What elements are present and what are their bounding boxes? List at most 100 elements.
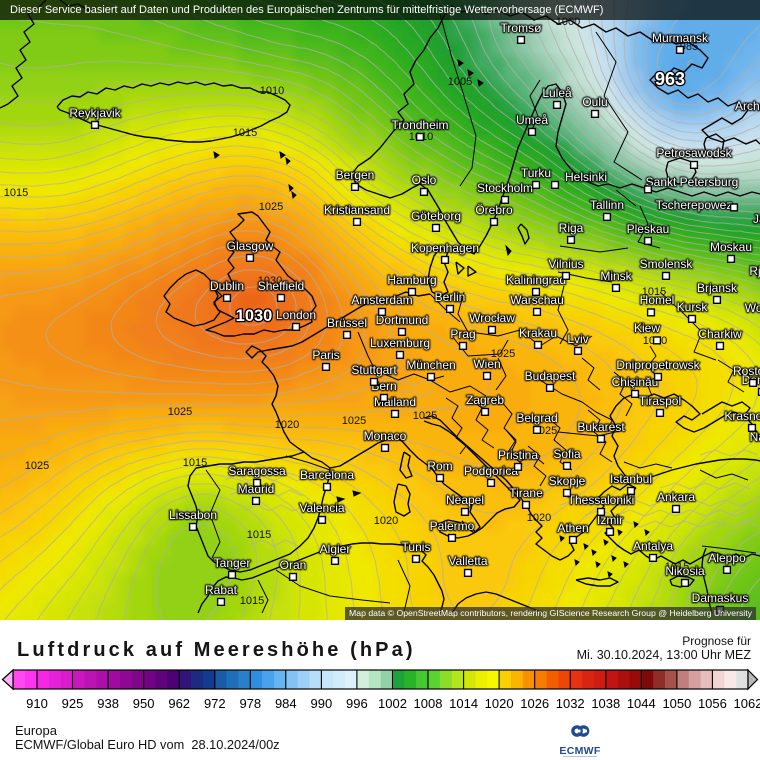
svg-text:Umeå: Umeå (516, 113, 548, 127)
svg-text:1015: 1015 (4, 187, 28, 199)
svg-text:Brjansk: Brjansk (697, 281, 738, 295)
svg-text:Valletta: Valletta (448, 554, 487, 568)
svg-text:Neapel: Neapel (446, 493, 484, 507)
svg-text:1025: 1025 (413, 410, 437, 422)
svg-text:Zagreb: Zagreb (466, 393, 504, 407)
svg-text:1015: 1015 (247, 529, 271, 541)
svg-text:Minsk: Minsk (600, 269, 632, 283)
svg-text:Luleå: Luleå (542, 86, 572, 100)
svg-text:Thessaloniki: Thessaloniki (568, 493, 635, 507)
svg-text:Tanger: Tanger (214, 556, 251, 570)
svg-text:Woronesch: Woronesch (745, 301, 760, 315)
svg-text:Helsinki: Helsinki (565, 170, 607, 184)
svg-text:Damaskus: Damaskus (692, 591, 749, 605)
svg-text:Lviv: Lviv (567, 332, 588, 346)
svg-text:984: 984 (275, 696, 297, 711)
svg-text:Antalya: Antalya (633, 539, 673, 553)
svg-text:Podgorica: Podgorica (464, 464, 518, 478)
svg-text:Smolensk: Smolensk (640, 257, 694, 271)
svg-text:Dnipropetrowsk: Dnipropetrowsk (616, 358, 700, 372)
svg-text:Algier: Algier (320, 542, 351, 556)
svg-text:Pristina: Pristina (498, 448, 538, 462)
svg-text:Sheffield: Sheffield (258, 279, 304, 293)
svg-text:Krasnodar: Krasnodar (724, 409, 760, 423)
svg-text:Rostow: Rostow (733, 364, 760, 378)
svg-text:Tallinn: Tallinn (590, 198, 624, 212)
svg-text:Wrocław: Wrocław (469, 311, 515, 325)
svg-text:1014: 1014 (449, 696, 478, 711)
svg-text:1015: 1015 (240, 595, 264, 607)
svg-text:Petrosawodsk: Petrosawodsk (656, 146, 732, 160)
svg-text:Reykjavik: Reykjavik (69, 106, 121, 120)
svg-text:Brüssel: Brüssel (327, 316, 367, 330)
svg-text:Rostow: Rostow (733, 364, 760, 378)
svg-text:Dortmund: Dortmund (376, 313, 429, 327)
svg-text:Göteborg: Göteborg (411, 209, 461, 223)
svg-text:Belgrad: Belgrad (516, 411, 557, 425)
svg-text:Antalya: Antalya (633, 539, 673, 553)
svg-text:972: 972 (204, 696, 226, 711)
svg-text:Stuttgart: Stuttgart (351, 363, 397, 377)
svg-text:Kiew: Kiew (634, 321, 660, 335)
svg-text:1020: 1020 (485, 696, 514, 711)
svg-text:London: London (276, 308, 316, 322)
svg-text:Kursk: Kursk (677, 300, 709, 314)
svg-text:Lviv: Lviv (567, 332, 588, 346)
svg-text:Örebro: Örebro (475, 203, 513, 217)
svg-text:950: 950 (133, 696, 155, 711)
svg-text:Palermo: Palermo (430, 519, 475, 533)
svg-text:Rabat: Rabat (205, 583, 238, 597)
svg-text:Tunis: Tunis (402, 540, 431, 554)
svg-text:Skopje: Skopje (549, 474, 586, 488)
svg-text:1030: 1030 (236, 307, 273, 325)
svg-text:Valencia: Valencia (299, 501, 344, 515)
svg-text:Jaroslawl: Jaroslawl (753, 212, 760, 226)
svg-text:Aleppo: Aleppo (708, 551, 746, 565)
svg-text:Stockholm: Stockholm (477, 181, 533, 195)
svg-text:Oulu: Oulu (582, 95, 607, 109)
svg-text:Saragossa: Saragossa (228, 464, 286, 478)
svg-text:Moskau: Moskau (710, 240, 752, 254)
svg-text:Budapest: Budapest (525, 369, 576, 383)
svg-text:Brüssel: Brüssel (327, 316, 367, 330)
svg-text:938: 938 (97, 696, 119, 711)
svg-text:Monaco: Monaco (364, 429, 407, 443)
svg-text:Riga: Riga (559, 221, 584, 235)
svg-text:Kiew: Kiew (634, 321, 660, 335)
svg-text:Tiraspol: Tiraspol (639, 394, 681, 408)
svg-text:1015: 1015 (665, 561, 689, 573)
svg-text:1020: 1020 (374, 515, 398, 527)
svg-text:Amsterdam: Amsterdam (351, 293, 412, 307)
svg-text:Murmansk: Murmansk (652, 31, 709, 45)
svg-text:Archangelsk: Archangelsk (735, 99, 760, 113)
svg-text:Luxemburg: Luxemburg (370, 336, 430, 350)
svg-text:Paris: Paris (312, 348, 339, 362)
svg-text:Glasgow: Glasgow (227, 239, 274, 253)
svg-text:Kristiansand: Kristiansand (324, 203, 390, 217)
svg-text:Damaskus: Damaskus (692, 591, 749, 605)
svg-text:990: 990 (311, 696, 333, 711)
svg-text:Turku: Turku (521, 166, 551, 180)
svg-text:Vilnius: Vilnius (548, 257, 583, 271)
svg-text:1015: 1015 (233, 127, 257, 139)
svg-text:Turku: Turku (521, 166, 551, 180)
svg-text:Kristiansand: Kristiansand (324, 203, 390, 217)
svg-text:1002: 1002 (378, 696, 407, 711)
svg-text:Tiraspol: Tiraspol (639, 394, 681, 408)
svg-text:Pleskau: Pleskau (627, 222, 670, 236)
svg-text:Izmir: Izmir (597, 513, 623, 527)
svg-text:1056: 1056 (698, 696, 727, 711)
svg-text:1015: 1015 (183, 457, 207, 469)
svg-text:Vilnius: Vilnius (548, 257, 583, 271)
svg-text:Homel: Homel (640, 293, 675, 307)
svg-text:Berlin: Berlin (435, 290, 466, 304)
svg-text:Wrocław: Wrocław (469, 311, 515, 325)
svg-text:Bergen: Bergen (336, 168, 375, 182)
svg-text:Oslo: Oslo (412, 173, 437, 187)
svg-text:1010: 1010 (260, 85, 284, 97)
svg-text:Lissabon: Lissabon (169, 508, 217, 522)
svg-text:Archangelsk: Archangelsk (735, 99, 760, 113)
svg-text:Berlin: Berlin (435, 290, 466, 304)
svg-text:Warschau: Warschau (510, 293, 564, 307)
svg-text:1025: 1025 (342, 415, 366, 427)
